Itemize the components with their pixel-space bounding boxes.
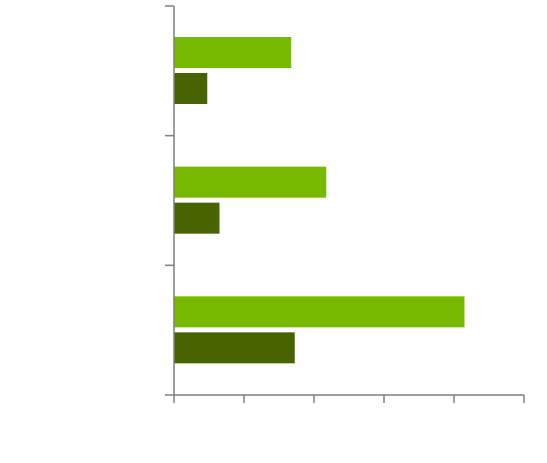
bar-series2-category3	[174, 332, 295, 364]
bar-series2-category2	[174, 202, 220, 234]
bar-series1-category2	[174, 166, 327, 198]
bar-series1-category3	[174, 296, 465, 328]
bar-series1-category1	[174, 37, 292, 68]
bars-group	[174, 37, 465, 364]
axes-group	[165, 5, 525, 403]
bar-series2-category1	[174, 73, 208, 104]
